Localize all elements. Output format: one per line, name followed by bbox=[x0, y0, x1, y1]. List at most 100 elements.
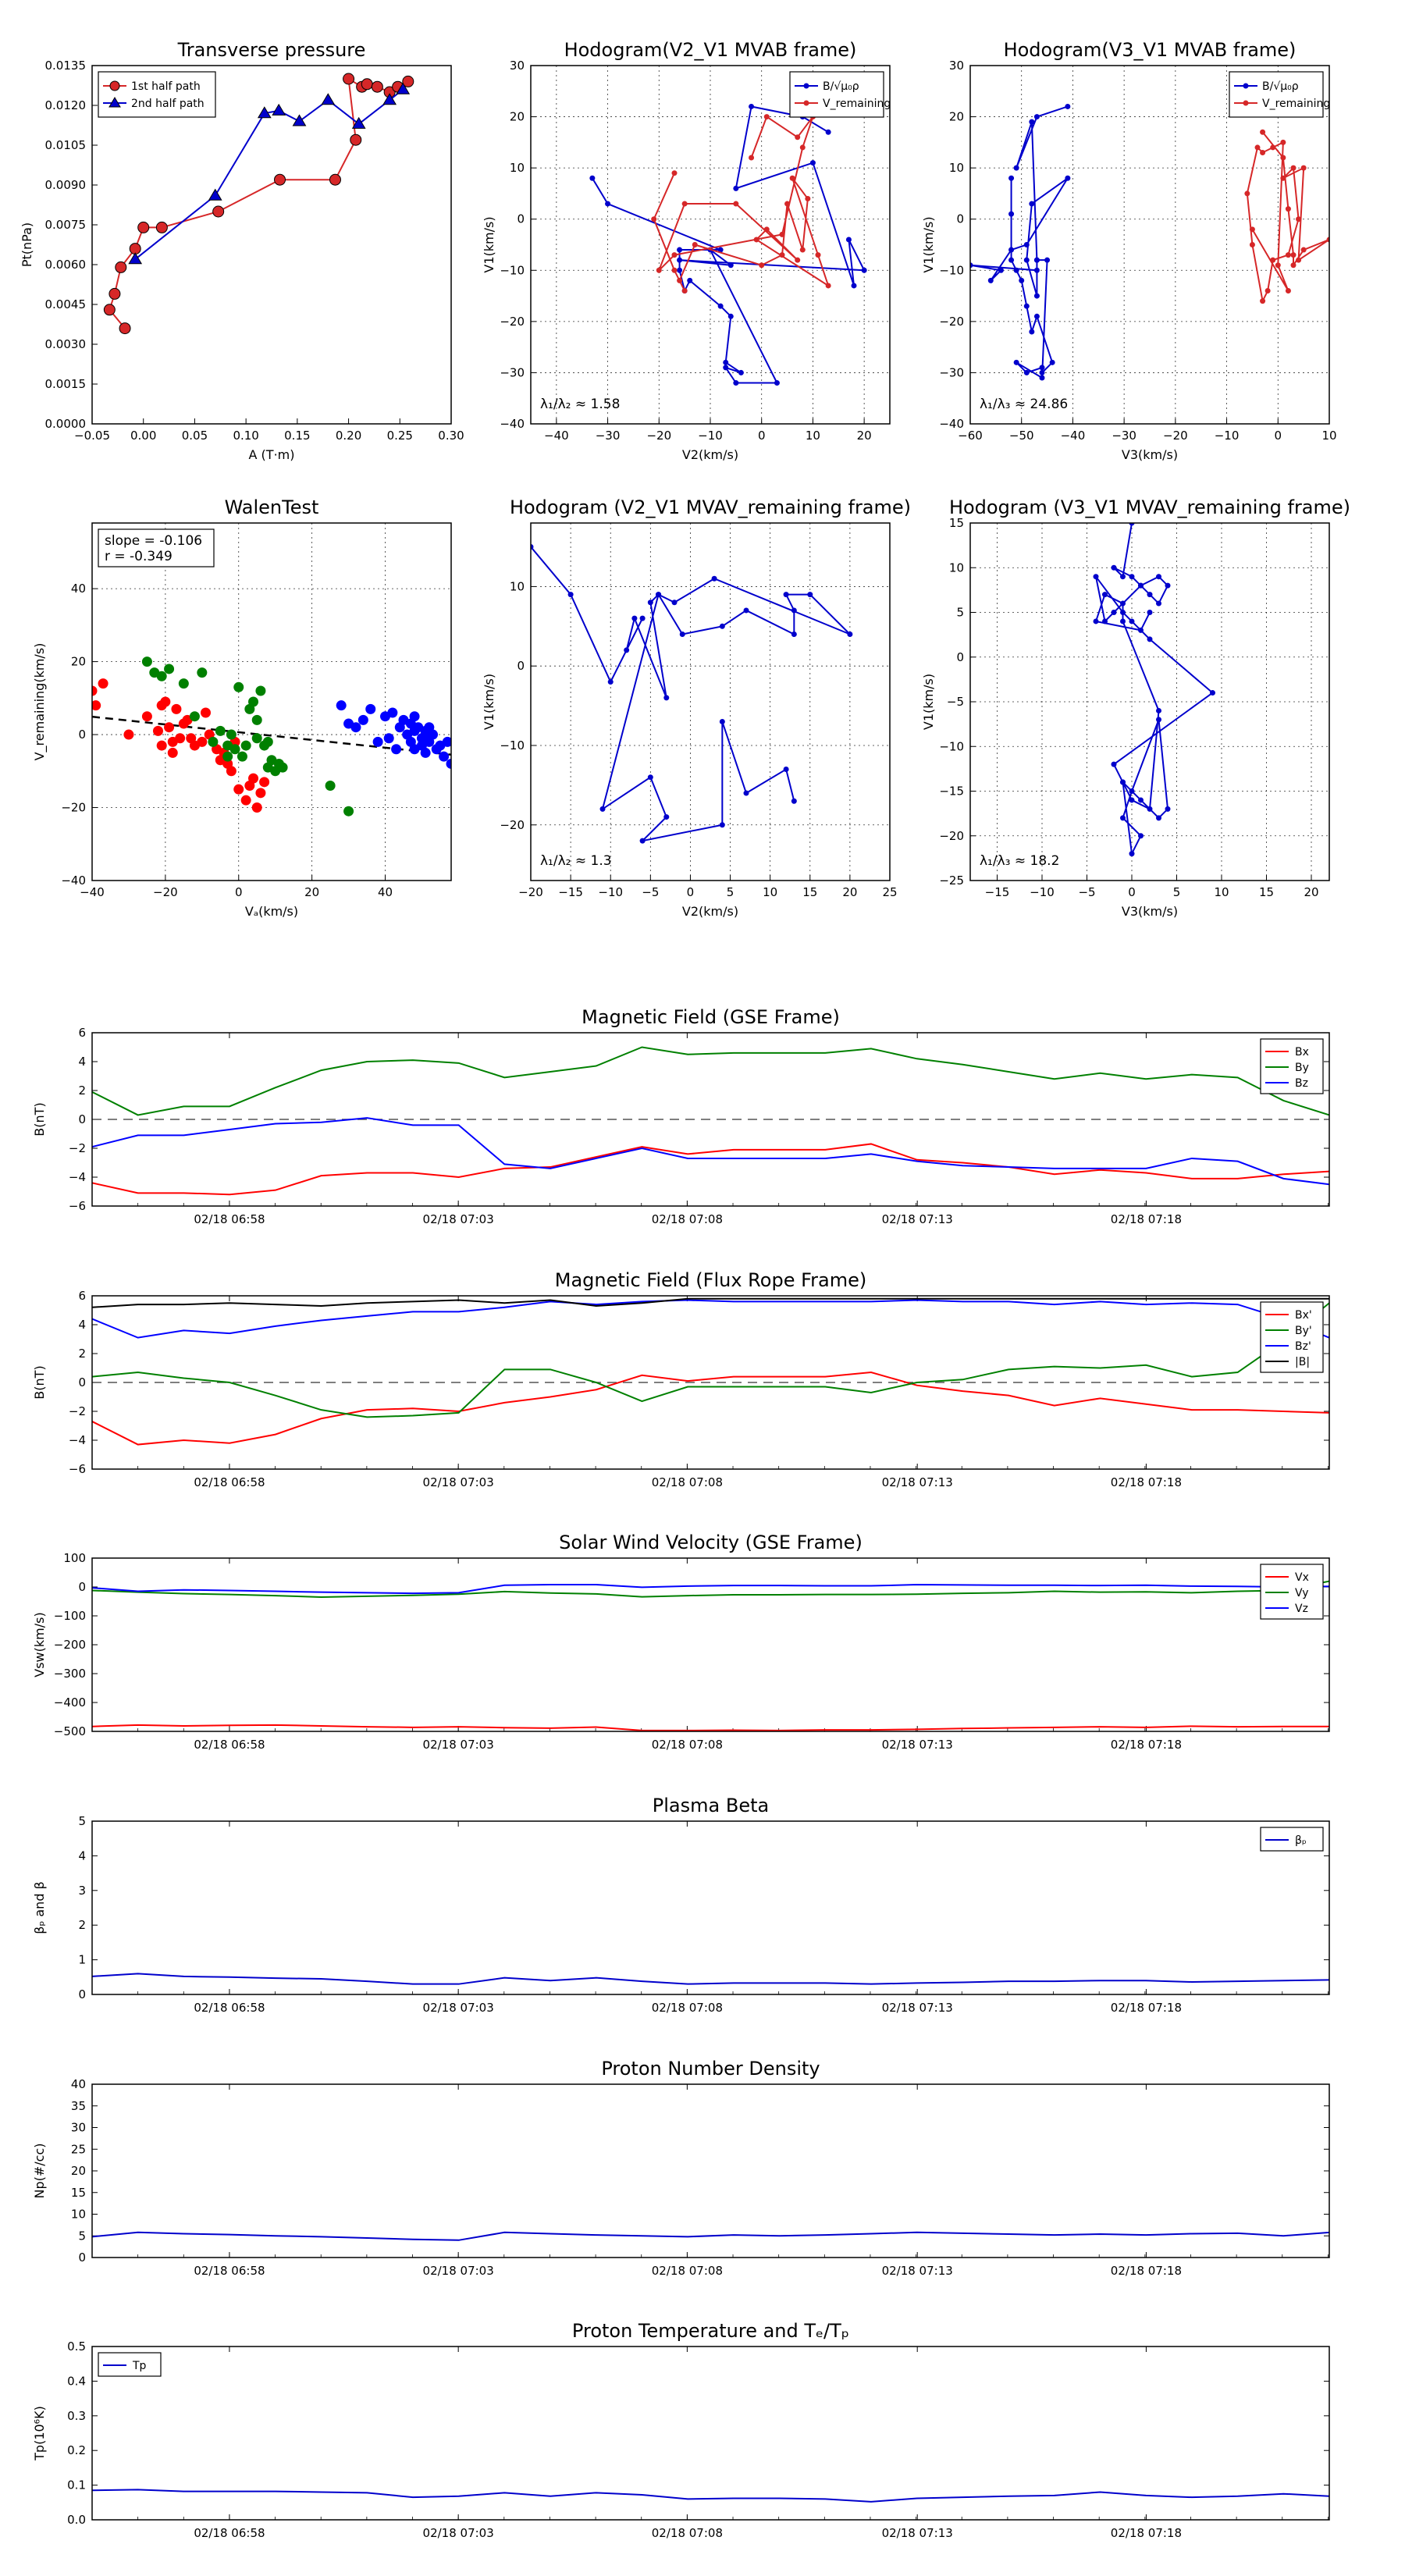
y-tick-label: 0 bbox=[78, 1987, 86, 2001]
data-point bbox=[719, 822, 725, 828]
data-point bbox=[1029, 329, 1035, 335]
data-point bbox=[1049, 359, 1055, 365]
x-tick-label: 10 bbox=[1214, 885, 1229, 899]
x-tick-label: 10 bbox=[1321, 429, 1336, 443]
annotation-box bbox=[98, 528, 215, 568]
x-tick-label: −5 bbox=[642, 885, 659, 899]
x-tick-label: 0.25 bbox=[387, 429, 413, 443]
data-point bbox=[717, 247, 724, 253]
data-point bbox=[272, 103, 286, 116]
data-point bbox=[795, 134, 801, 141]
data-point bbox=[387, 707, 398, 718]
data-point bbox=[663, 814, 670, 820]
x-tick-label: 0 bbox=[758, 429, 766, 443]
data-point bbox=[663, 695, 670, 701]
x-tick-label: 0 bbox=[235, 885, 243, 899]
y-tick-label: 5 bbox=[78, 2229, 86, 2243]
y-tick-label: −20 bbox=[939, 315, 964, 329]
data-point bbox=[791, 607, 797, 614]
data-point bbox=[799, 144, 806, 151]
x-axis-label: Vₐ(km/s) bbox=[245, 904, 298, 919]
y-tick-label: −40 bbox=[939, 417, 964, 431]
data-point bbox=[677, 247, 683, 253]
x-axis-label: V3(km/s) bbox=[1122, 447, 1178, 462]
data-point bbox=[92, 685, 98, 696]
data-point bbox=[681, 201, 688, 207]
x-tick-label: −40 bbox=[1061, 429, 1086, 443]
y-tick-label: 40 bbox=[71, 582, 86, 596]
data-point bbox=[847, 631, 853, 637]
y-tick-label: 0.2 bbox=[67, 2443, 86, 2457]
data-point bbox=[779, 231, 785, 237]
data-point bbox=[1156, 707, 1161, 713]
y-tick-label: 6 bbox=[78, 1289, 86, 1303]
data-point bbox=[784, 201, 791, 207]
data-point bbox=[108, 287, 121, 300]
x-tick-label: −20 bbox=[646, 429, 671, 443]
data-point bbox=[1102, 618, 1108, 624]
x-tick-label: 0 bbox=[687, 885, 695, 899]
series-2 bbox=[336, 700, 451, 769]
y-tick-label: 1 bbox=[78, 1953, 86, 1967]
data-point bbox=[1290, 165, 1297, 171]
data-point bbox=[178, 678, 189, 689]
data-point bbox=[656, 267, 662, 273]
series-0 bbox=[92, 678, 270, 813]
data-point bbox=[795, 257, 801, 263]
data-point bbox=[825, 283, 831, 289]
series-0 bbox=[970, 103, 1071, 381]
data-point bbox=[439, 751, 450, 762]
legend: Bx' By' Bz' |B| bbox=[1260, 1301, 1324, 1373]
data-point bbox=[1249, 242, 1255, 247]
data-point bbox=[1285, 288, 1291, 294]
data-point bbox=[402, 75, 414, 87]
data-point bbox=[1023, 242, 1030, 247]
data-point bbox=[343, 806, 354, 817]
data-point bbox=[733, 201, 739, 207]
x-tick-label: −10 bbox=[598, 885, 623, 899]
y-tick-label: 2 bbox=[78, 1347, 86, 1361]
series-line-2 bbox=[92, 1299, 1329, 1339]
timeseries-panel-1: −6 −4 −2 0 2 4 6 02/18 06:58 02/18 07:03 02/18 07… bbox=[32, 1269, 1330, 1489]
data-point bbox=[807, 592, 813, 598]
chart-title-ts5: Proton Temperature and Tₑ/Tₚ bbox=[572, 2320, 849, 2342]
plot-area bbox=[589, 103, 867, 386]
data-point bbox=[257, 106, 272, 119]
data-point bbox=[759, 262, 765, 269]
ratio-annotation: λ₁/λ₂ ≈ 1.58 bbox=[540, 397, 620, 412]
plot-frame-1 bbox=[530, 65, 891, 425]
data-point bbox=[382, 93, 397, 105]
chart-panel-0: −0.05 0.00 0.05 0.10 0.15 0.20 0.25 0.30 0.0000 0… bbox=[20, 39, 464, 462]
chart-title-2: Hodogram(V3_V1 MVAB frame) bbox=[1004, 39, 1297, 61]
plot-frame-5 bbox=[969, 522, 1330, 881]
x-tick-label: 0 bbox=[1128, 885, 1136, 899]
data-point bbox=[255, 788, 266, 799]
data-point bbox=[248, 773, 259, 784]
plot-area bbox=[92, 1046, 1329, 1196]
y-axis-label: Tp(10⁶K) bbox=[32, 2406, 47, 2461]
data-point bbox=[420, 725, 431, 736]
data-point bbox=[681, 288, 688, 294]
data-point bbox=[1023, 257, 1030, 263]
x-tick-label: 0.20 bbox=[336, 429, 361, 443]
data-point bbox=[1300, 247, 1307, 253]
series-line-1 bbox=[92, 1302, 1329, 1418]
y-tick-label: −10 bbox=[939, 739, 964, 753]
timeseries-panel-3: 0 1 2 3 4 5 02/18 06:58 02/18 07:03 02/18 07:08 0… bbox=[32, 1795, 1330, 2015]
data-point bbox=[1156, 815, 1161, 821]
series-0 bbox=[1093, 523, 1215, 857]
x-tick-label: 02/18 06:58 bbox=[194, 2001, 265, 2015]
chart-panel-2: −60 −50 −40 −30 −20 −10 0 10 −40 −30 −20 −10 0 10 20 30… bbox=[921, 39, 1337, 462]
data-point bbox=[1260, 129, 1266, 135]
data-point bbox=[274, 173, 286, 186]
data-point bbox=[1120, 779, 1126, 785]
y-tick-label: 0.0075 bbox=[45, 218, 87, 232]
data-point bbox=[1029, 119, 1035, 125]
data-point bbox=[1254, 144, 1261, 151]
data-point bbox=[226, 729, 237, 740]
y-tick-label: 35 bbox=[71, 2099, 86, 2113]
x-tick-label: −5 bbox=[1078, 885, 1095, 899]
series-line-2 bbox=[92, 1117, 1329, 1186]
y-axis-label: Np(#/cc) bbox=[32, 2144, 47, 2199]
data-point bbox=[197, 667, 208, 678]
